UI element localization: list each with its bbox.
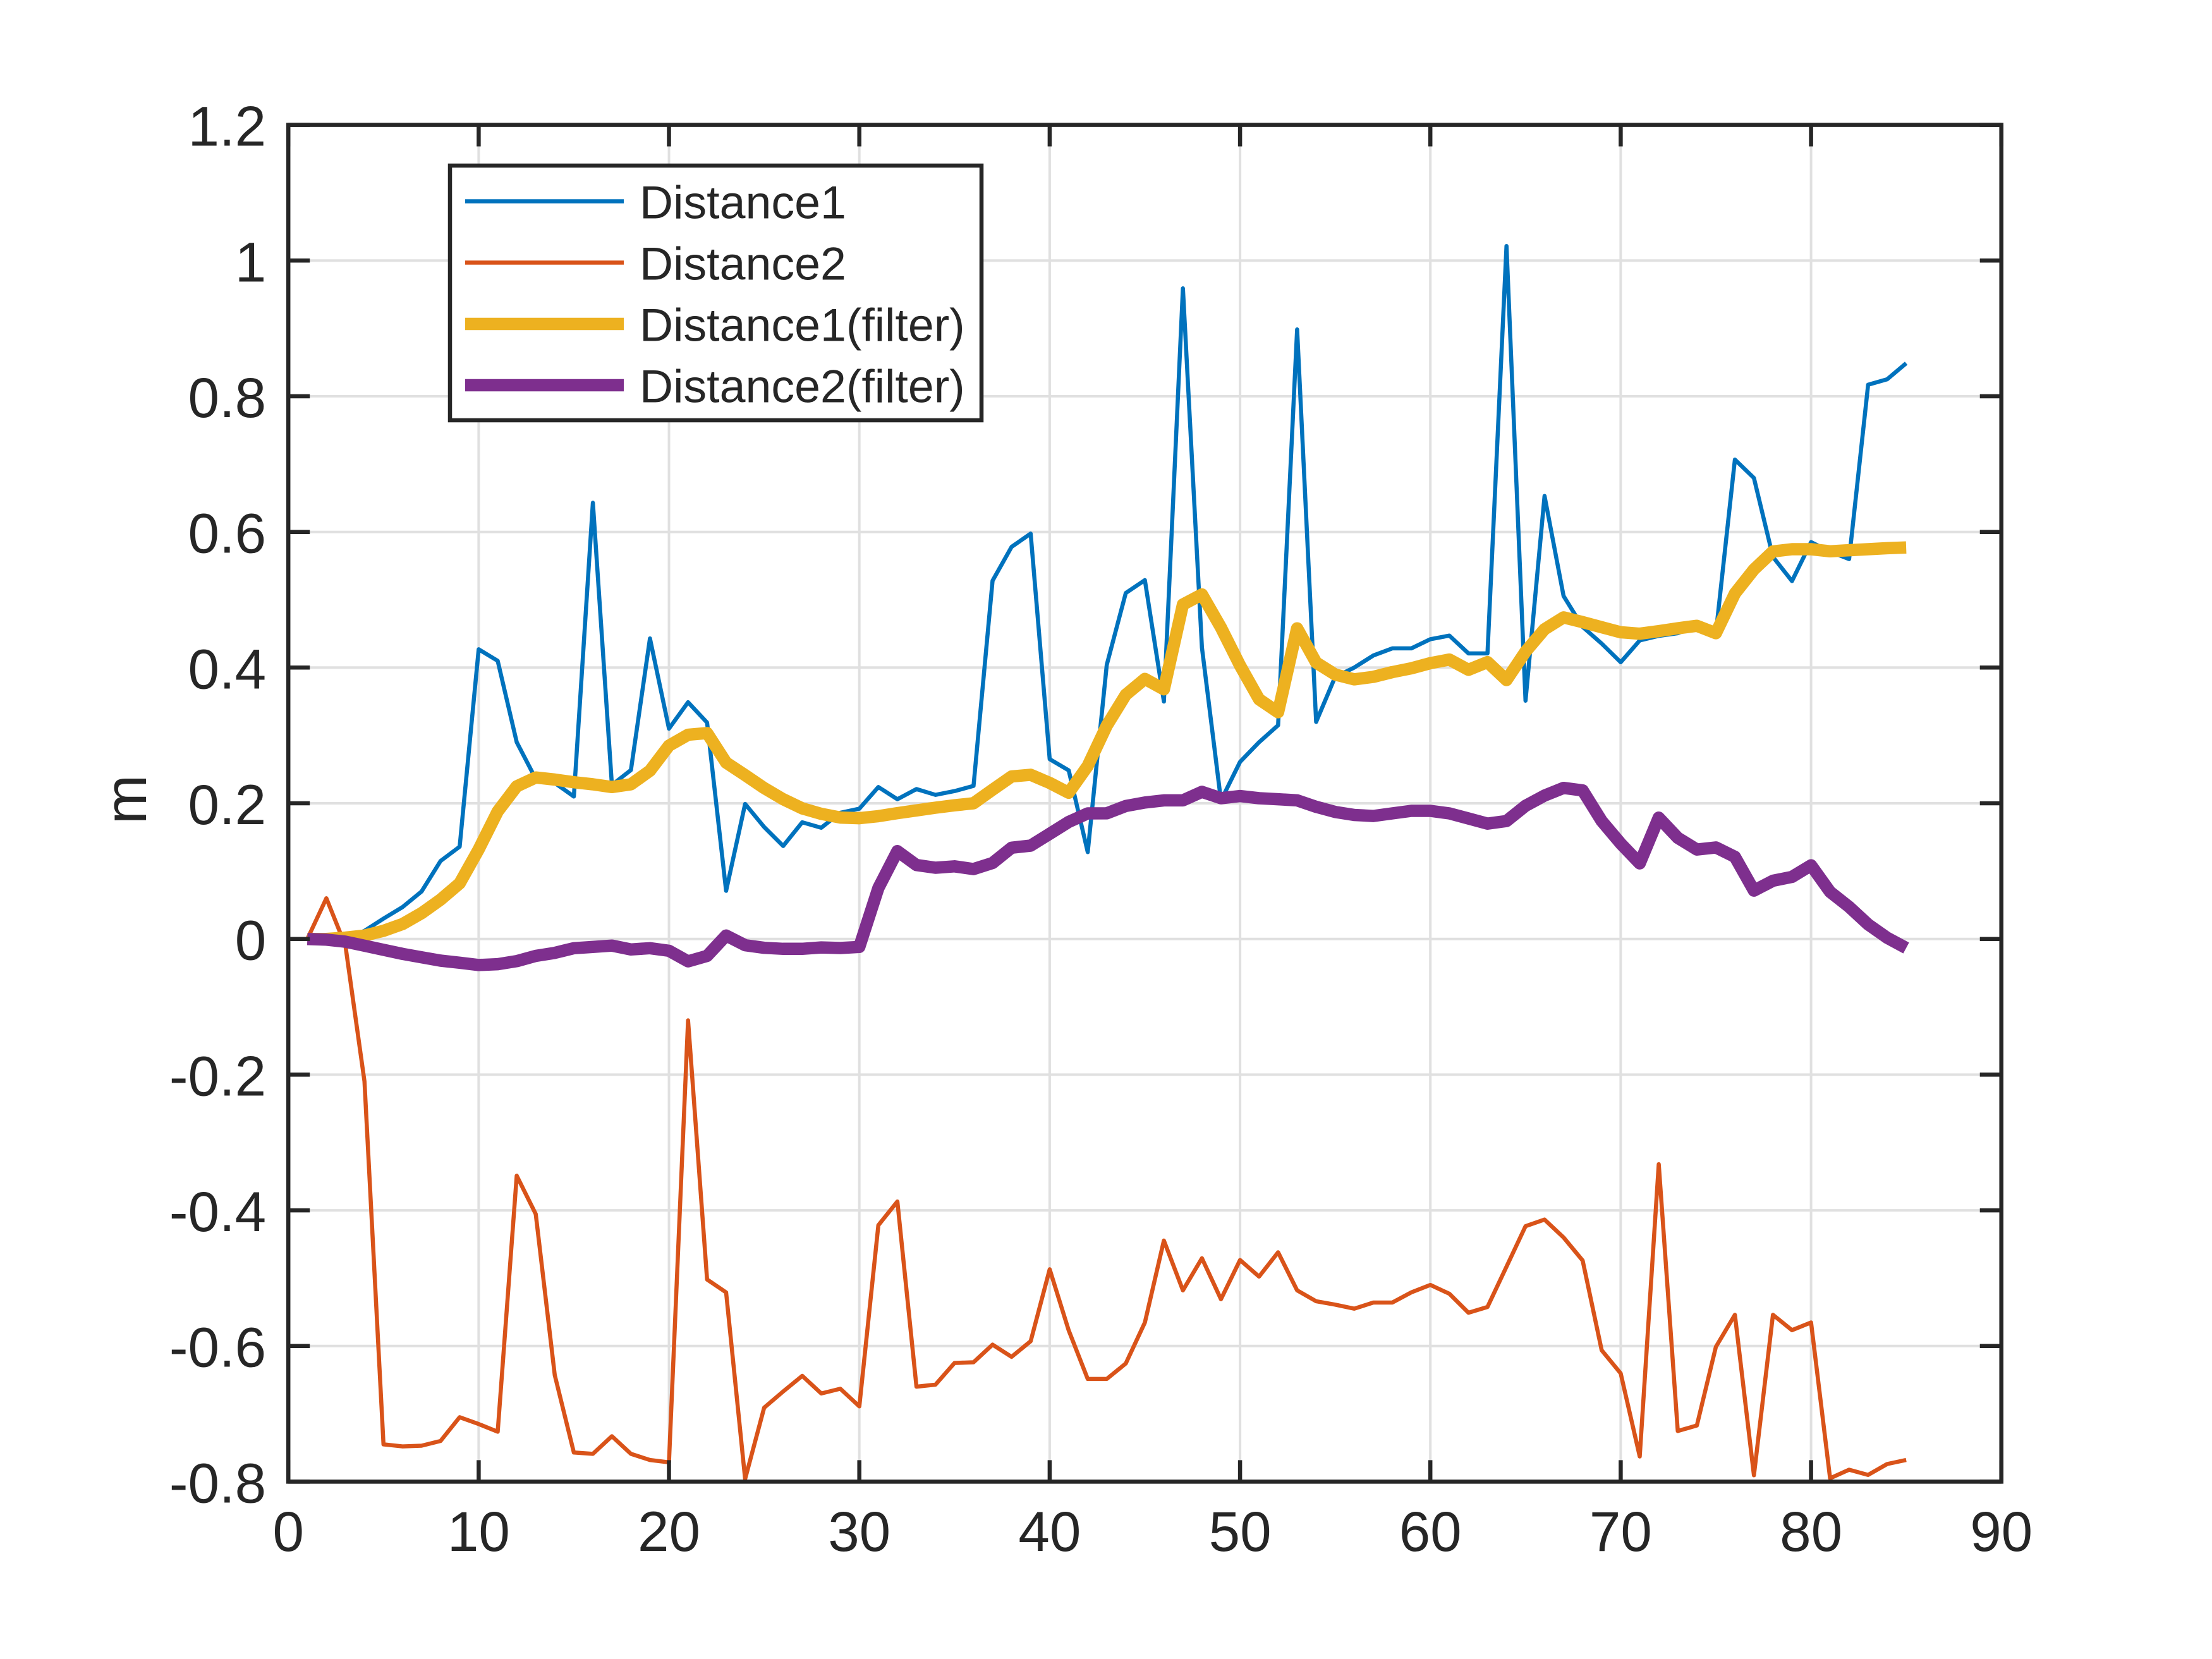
svg-text:20: 20 [638,1500,700,1563]
svg-text:90: 90 [1970,1500,2033,1563]
svg-text:30: 30 [828,1500,890,1563]
svg-text:70: 70 [1589,1500,1652,1563]
svg-text:m: m [92,775,159,824]
svg-text:80: 80 [1780,1500,1842,1563]
svg-text:-0.6: -0.6 [169,1316,266,1379]
svg-text:10: 10 [447,1500,510,1563]
svg-text:Distance1: Distance1 [640,176,846,229]
svg-text:0.2: 0.2 [188,773,266,836]
svg-text:0: 0 [235,909,267,972]
svg-text:-0.4: -0.4 [169,1180,266,1243]
svg-text:0.8: 0.8 [188,366,266,429]
svg-text:Distance1(filter): Distance1(filter) [640,299,965,351]
svg-text:0: 0 [272,1500,304,1563]
svg-text:50: 50 [1209,1500,1272,1563]
svg-text:0.4: 0.4 [188,637,266,700]
svg-text:40: 40 [1018,1500,1081,1563]
svg-text:0.6: 0.6 [188,502,266,565]
svg-text:-0.8: -0.8 [169,1451,266,1514]
svg-text:1.2: 1.2 [188,95,266,158]
svg-text:60: 60 [1399,1500,1462,1563]
svg-text:Distance2: Distance2 [640,238,846,290]
svg-text:Distance2(filter): Distance2(filter) [640,360,965,413]
svg-text:-0.2: -0.2 [169,1044,266,1107]
svg-text:1: 1 [235,230,267,293]
